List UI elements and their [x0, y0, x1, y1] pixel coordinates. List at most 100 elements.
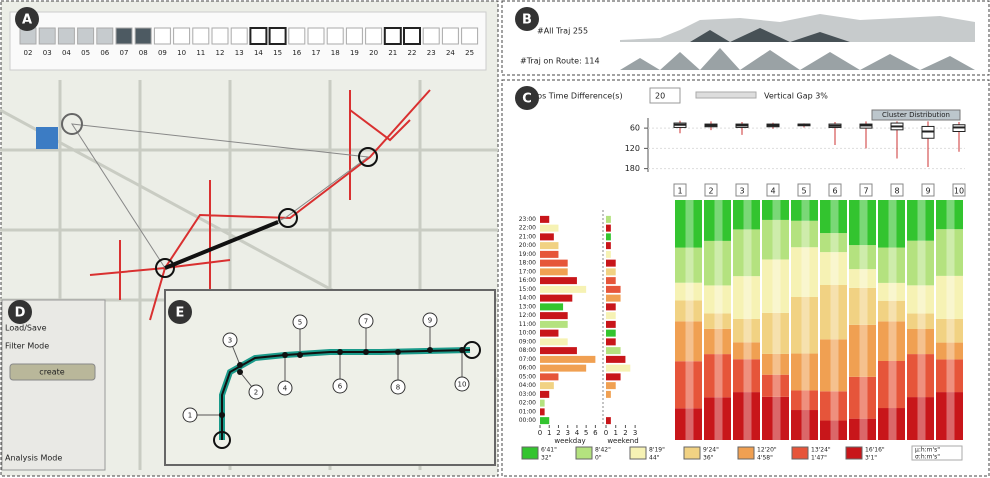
flow-band	[907, 354, 934, 398]
hour-label: 01:00	[519, 408, 536, 415]
weekday-bar	[540, 338, 568, 346]
flow-band	[820, 339, 847, 392]
day-cell[interactable]	[134, 27, 152, 45]
hour-label: 17:00	[519, 268, 536, 275]
stop-dot	[337, 349, 343, 355]
panel-letter: C	[522, 92, 532, 107]
cluster-tag	[828, 183, 842, 197]
analysis-mode[interactable]: Analysis Mode	[5, 454, 62, 463]
day-label: 10	[177, 49, 186, 57]
day-cell[interactable]	[38, 27, 56, 45]
create-button[interactable]	[9, 363, 96, 381]
y-tick-label: 180	[625, 164, 640, 173]
load-save[interactable]: Load/Save	[5, 324, 47, 333]
day-cell[interactable]	[345, 27, 363, 45]
day-cell[interactable]	[268, 27, 287, 45]
stop-badge	[277, 380, 293, 396]
gap-input[interactable]	[649, 87, 681, 104]
day-cell[interactable]	[192, 27, 210, 45]
day-cell[interactable]	[441, 27, 459, 45]
flow-band	[820, 233, 847, 253]
flow-band	[704, 240, 731, 286]
day-cell[interactable]	[383, 27, 402, 45]
panel-letter: B	[522, 13, 532, 28]
vgap-slider[interactable]	[695, 91, 757, 99]
weekday-bar	[540, 329, 559, 337]
x-tick-label: 3	[633, 429, 637, 437]
stop-badge	[332, 378, 348, 394]
sidebar	[1, 299, 106, 471]
filter-mode[interactable]: Filter Mode	[5, 342, 49, 351]
y-tick-label: 60	[630, 124, 640, 133]
cluster-column	[772, 200, 781, 440]
day-cell[interactable]	[153, 27, 171, 45]
cluster-label: 1	[677, 187, 682, 196]
day-cell[interactable]	[57, 27, 75, 45]
weekday-bar	[540, 242, 559, 250]
flow-band	[762, 312, 789, 354]
hour-label: 08:00	[519, 347, 536, 354]
day-label: 11	[196, 49, 205, 57]
x-tick-label: 1	[613, 429, 617, 437]
weekday-bar	[540, 390, 550, 398]
vgap-label: Vertical Gap 3%	[764, 92, 828, 101]
day-cell[interactable]	[365, 27, 383, 45]
stop-label: 5	[298, 319, 302, 327]
flow-band	[791, 247, 818, 298]
day-cell[interactable]	[96, 27, 114, 45]
flow-band	[907, 240, 934, 286]
cluster-button[interactable]	[871, 109, 961, 121]
day-cell[interactable]	[422, 27, 440, 45]
legend-mu: 9'24"	[703, 447, 719, 454]
flow-band	[936, 275, 963, 319]
stop-label: 8	[396, 384, 400, 392]
day-cell[interactable]	[115, 27, 133, 45]
hour-label: 05:00	[519, 373, 536, 380]
day-label: 20	[369, 49, 378, 57]
day-label: 19	[350, 49, 359, 57]
flow-band	[675, 200, 702, 248]
hour-label: 09:00	[519, 338, 536, 345]
weekday-bar	[540, 259, 568, 267]
legend-mu: 12'20"	[757, 447, 777, 454]
flow-band	[675, 321, 702, 362]
day-label: 23	[427, 49, 436, 57]
legend-swatch	[791, 446, 809, 460]
y-tick-label: 120	[625, 144, 640, 153]
day-label: 17	[312, 49, 321, 57]
day-cell[interactable]	[326, 27, 344, 45]
day-cell[interactable]	[173, 27, 191, 45]
flow-band	[675, 247, 702, 283]
day-cell[interactable]	[403, 27, 421, 45]
flow-band	[820, 252, 847, 286]
route-core	[221, 349, 471, 440]
day-cell[interactable]	[249, 27, 268, 45]
day-cell[interactable]	[288, 27, 306, 45]
stop-label: 2	[254, 389, 258, 397]
legend-swatch	[845, 446, 863, 460]
flow-band	[675, 408, 702, 440]
day-cell[interactable]	[211, 27, 229, 45]
day-cell[interactable]	[230, 27, 248, 45]
day-cell[interactable]	[461, 27, 479, 45]
legend-mu: 6'41"	[541, 447, 557, 454]
flow-band	[762, 353, 789, 375]
weekday-bar	[540, 303, 564, 311]
flow-band	[936, 359, 963, 393]
weekday-bar	[540, 373, 559, 381]
flow-band	[907, 285, 934, 314]
stop-badge	[248, 384, 264, 400]
stop-badge	[222, 332, 238, 348]
flow-band	[907, 328, 934, 355]
day-cell[interactable]	[307, 27, 325, 45]
cluster-label: 2	[708, 187, 713, 196]
cluster-button-label: Cluster Distribution	[882, 111, 950, 119]
weekend-bar	[606, 215, 611, 223]
flow-band	[733, 359, 760, 393]
day-cell[interactable]	[77, 27, 95, 45]
weekday-bar	[540, 347, 577, 355]
route-traj-profile	[620, 48, 975, 70]
day-label: 16	[292, 49, 301, 57]
weekend-bar	[606, 233, 611, 241]
panel-badge	[168, 300, 192, 324]
